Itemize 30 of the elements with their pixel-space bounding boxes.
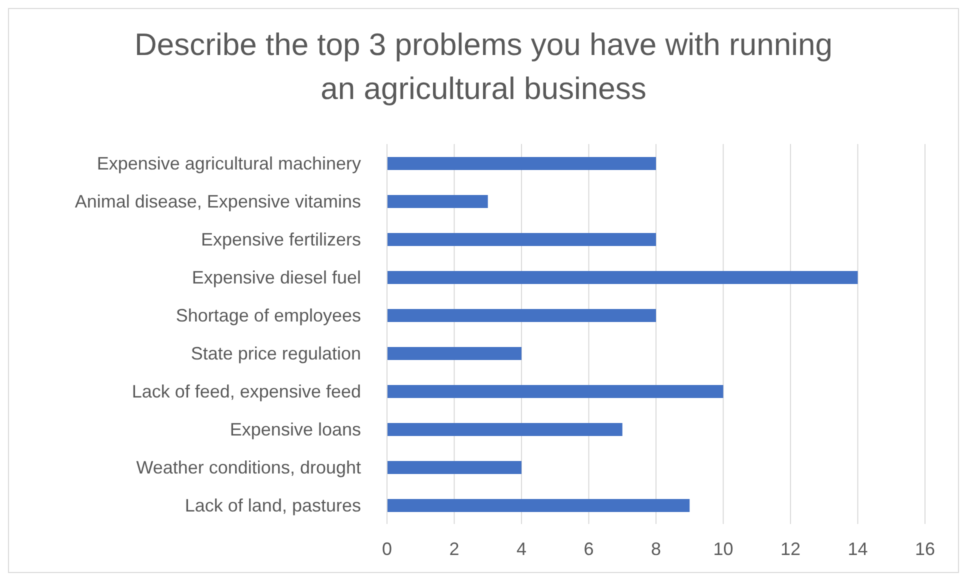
bar <box>387 271 858 284</box>
y-tick-label: Expensive loans <box>230 419 361 440</box>
x-tick-label: 14 <box>848 538 868 559</box>
x-tick-label: 0 <box>382 538 392 559</box>
y-tick-label: Expensive fertilizers <box>200 229 361 250</box>
bar <box>387 195 488 208</box>
y-tick-label: Lack of land, pastures <box>184 495 361 516</box>
bar <box>387 347 522 360</box>
x-tick-label: 4 <box>516 538 527 559</box>
x-tick-label: 6 <box>584 538 594 559</box>
y-tick-label: Shortage of employees <box>176 305 361 326</box>
y-tick-label: Animal disease, Expensive vitamins <box>74 191 361 212</box>
x-tick-label: 2 <box>449 538 460 559</box>
bar <box>387 157 656 170</box>
y-tick-label: Expensive diesel fuel <box>192 267 361 288</box>
y-tick-label: Lack of feed, expensive feed <box>132 381 361 402</box>
bar <box>387 499 690 512</box>
x-tick-label: 12 <box>780 538 801 559</box>
y-tick-label: Expensive agricultural machinery <box>96 153 361 174</box>
y-tick-label: Weather conditions, drought <box>136 457 361 478</box>
bar <box>387 233 656 246</box>
x-tick-label: 8 <box>650 538 662 559</box>
bar <box>387 309 656 322</box>
chart-title: Describe the top 3 problems you have with running an agricultural business <box>134 26 834 108</box>
x-tick-label: 10 <box>713 538 734 559</box>
bar <box>387 461 522 474</box>
x-tick-label: 16 <box>914 538 936 559</box>
bar <box>387 423 622 436</box>
y-tick-label: State price regulation <box>190 343 361 364</box>
bar <box>387 385 724 398</box>
